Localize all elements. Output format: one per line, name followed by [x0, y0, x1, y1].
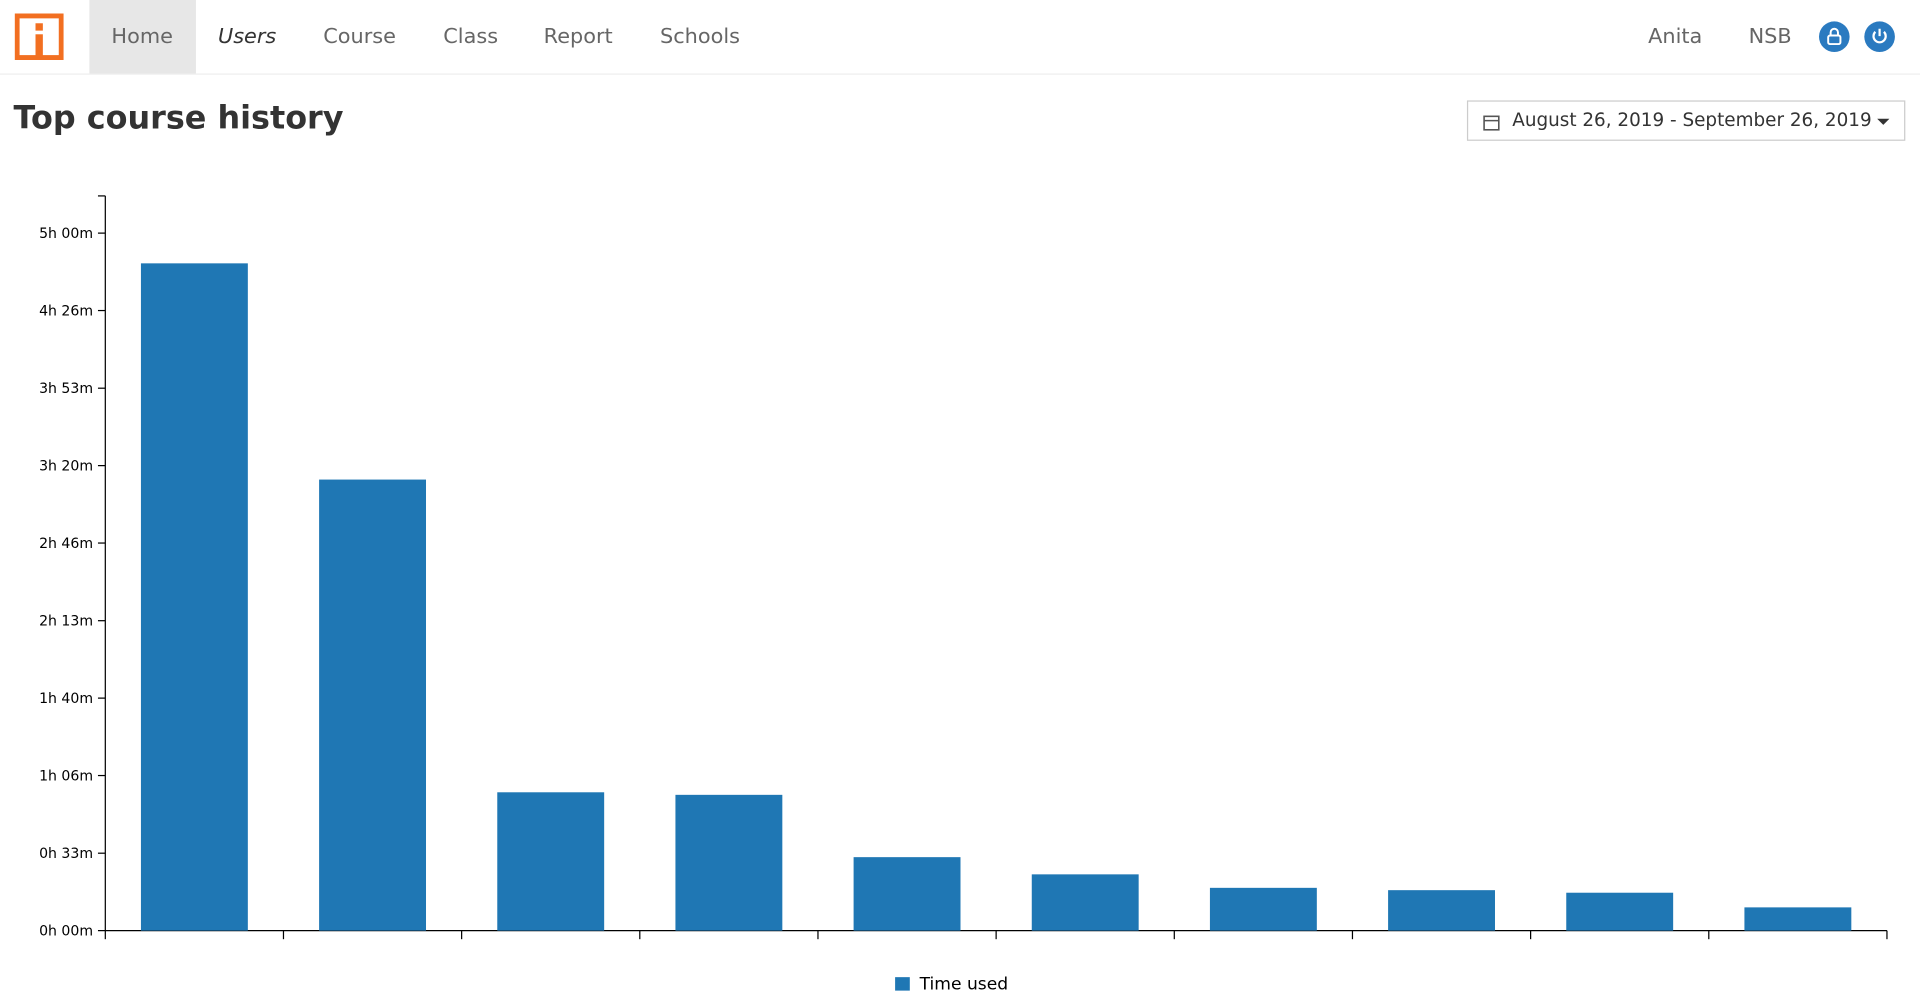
date-range-text: August 26, 2019 - September 26, 2019: [1512, 108, 1872, 132]
navbar: Home Users Course Class Report Schools A…: [0, 0, 1920, 75]
bar: [1744, 907, 1852, 931]
y-tick-label: 2h 13m: [39, 614, 93, 630]
calendar-icon: [1483, 115, 1500, 131]
bar: [497, 792, 605, 931]
nav-link[interactable]: Users: [217, 24, 277, 49]
y-tick-label: 1h 06m: [39, 768, 93, 784]
bar: [1031, 874, 1139, 931]
date-range-picker[interactable]: August 26, 2019 - September 26, 2019: [1466, 100, 1906, 141]
nav-link[interactable]: Class: [443, 24, 499, 49]
nav-link[interactable]: Report: [543, 24, 613, 49]
nav-link[interactable]: Course: [323, 24, 396, 49]
y-tick-label: 1h 40m: [39, 691, 93, 707]
logo[interactable]: [14, 13, 64, 61]
y-tick-label: 4h 26m: [39, 303, 93, 319]
y-tick-label: 5h 00m: [39, 226, 93, 242]
bar: [140, 263, 248, 931]
legend-label: Time used: [919, 974, 1009, 994]
bar: [675, 794, 783, 931]
y-tick-label: 3h 53m: [39, 381, 93, 397]
caret: [1877, 118, 1890, 125]
y-tick-label: 0h 33m: [39, 846, 93, 862]
logout-button[interactable]: [1864, 21, 1896, 53]
bar: [1566, 892, 1674, 931]
y-tick-label: 2h 46m: [39, 536, 93, 552]
user-name[interactable]: Anita: [1648, 24, 1703, 49]
page-title: Top course history: [13, 100, 344, 138]
legend-swatch: [895, 977, 910, 991]
nav-link[interactable]: Home: [89, 0, 196, 74]
bar: [1209, 887, 1317, 931]
bar: [319, 479, 427, 931]
nav-link[interactable]: Schools: [660, 24, 740, 49]
bar: [1388, 890, 1495, 931]
bar: [853, 857, 961, 931]
org-name[interactable]: NSB: [1748, 24, 1792, 49]
y-tick-label: 3h 20m: [39, 459, 93, 475]
profile-button[interactable]: [1818, 21, 1850, 53]
y-tick-label: 0h 00m: [39, 924, 93, 940]
